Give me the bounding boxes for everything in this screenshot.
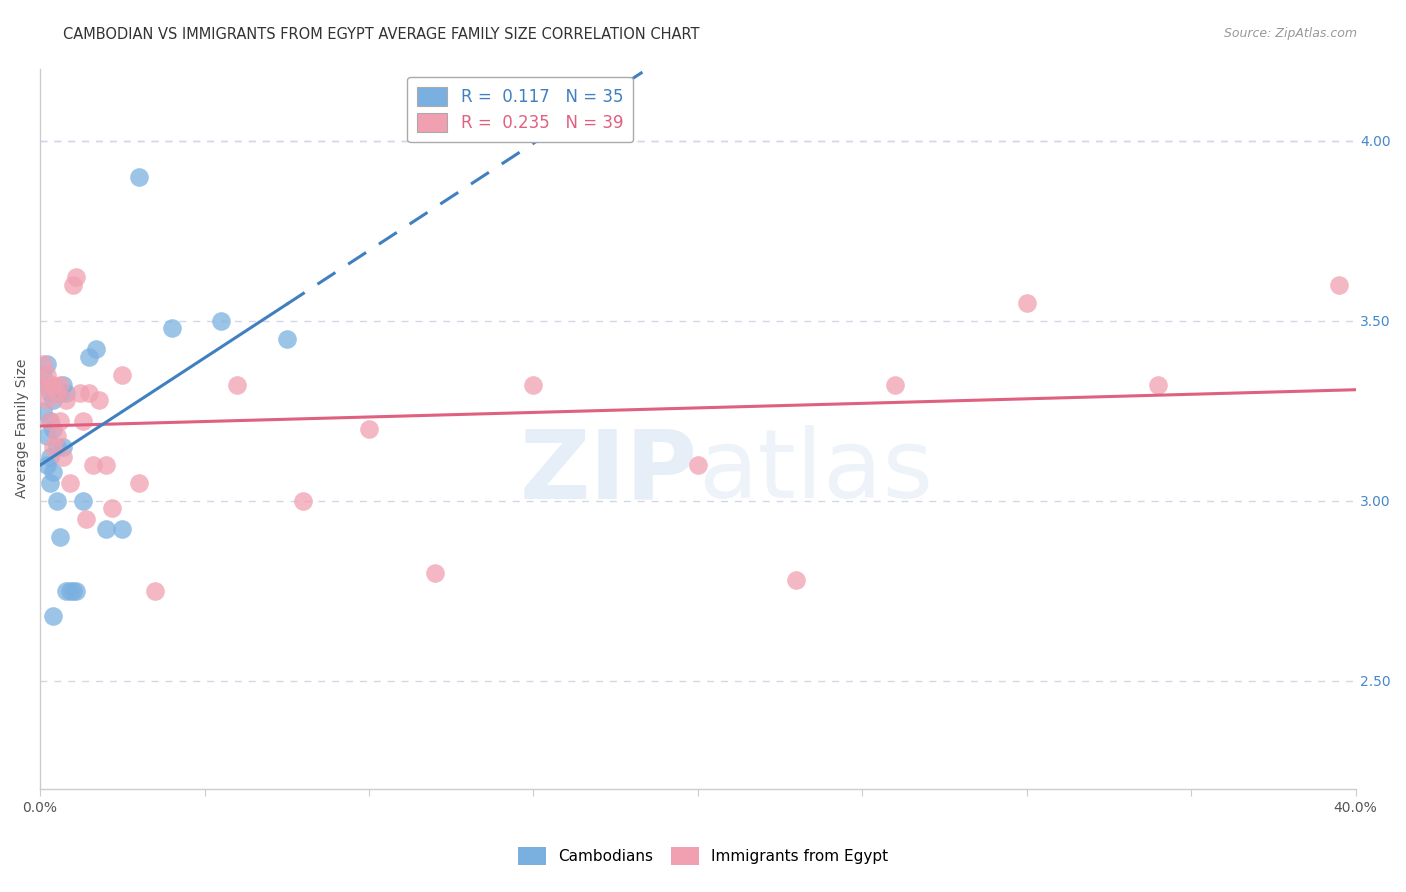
Point xyxy=(35,458,58,472)
Text: CAMBODIAN VS IMMIGRANTS FROM EGYPT AVERAGE FAMILY SIZE CORRELATION CHART: CAMBODIAN VS IMMIGRANTS FROM EGYPT AVERA… xyxy=(63,27,700,42)
Point xyxy=(35,429,58,443)
Point xyxy=(45,385,67,400)
Point xyxy=(59,583,82,598)
Point xyxy=(42,378,65,392)
Point xyxy=(32,357,55,371)
Point xyxy=(89,392,111,407)
Point xyxy=(45,385,67,400)
Point xyxy=(79,350,101,364)
Point xyxy=(39,475,62,490)
Point xyxy=(42,392,65,407)
Point xyxy=(62,277,84,292)
Point xyxy=(52,378,75,392)
Point xyxy=(72,414,94,428)
Point xyxy=(42,465,65,479)
Text: atlas: atlas xyxy=(697,425,934,518)
Point xyxy=(49,378,72,392)
Point xyxy=(32,403,55,417)
Point xyxy=(55,385,77,400)
Point xyxy=(55,583,77,598)
Y-axis label: Average Family Size: Average Family Size xyxy=(15,359,30,499)
Point xyxy=(143,583,166,598)
Point xyxy=(52,450,75,465)
Point xyxy=(39,414,62,428)
Point xyxy=(35,392,58,407)
Point xyxy=(94,523,117,537)
Point xyxy=(35,368,58,382)
Legend: Cambodians, Immigrants from Egypt: Cambodians, Immigrants from Egypt xyxy=(512,841,894,871)
Point xyxy=(72,493,94,508)
Point xyxy=(209,313,232,327)
Point xyxy=(1147,378,1170,392)
Point xyxy=(65,270,87,285)
Point xyxy=(75,511,97,525)
Point xyxy=(82,458,104,472)
Point xyxy=(39,385,62,400)
Point xyxy=(785,573,807,587)
Point xyxy=(62,583,84,598)
Legend: R =  0.117   N = 35, R =  0.235   N = 39: R = 0.117 N = 35, R = 0.235 N = 39 xyxy=(408,77,633,142)
Point xyxy=(69,385,91,400)
Point xyxy=(884,378,907,392)
Point xyxy=(160,320,183,334)
Point xyxy=(42,422,65,436)
Point xyxy=(39,378,62,392)
Point xyxy=(49,530,72,544)
Point xyxy=(111,523,134,537)
Point xyxy=(522,378,544,392)
Point xyxy=(42,440,65,454)
Point xyxy=(45,440,67,454)
Point xyxy=(101,500,124,515)
Point xyxy=(45,493,67,508)
Point xyxy=(39,414,62,428)
Point xyxy=(128,475,150,490)
Point xyxy=(59,475,82,490)
Point xyxy=(276,332,298,346)
Point xyxy=(423,566,446,580)
Point xyxy=(226,378,249,392)
Point xyxy=(84,343,107,357)
Point xyxy=(1327,277,1350,292)
Point xyxy=(79,385,101,400)
Point xyxy=(35,357,58,371)
Point xyxy=(128,169,150,184)
Text: Source: ZipAtlas.com: Source: ZipAtlas.com xyxy=(1223,27,1357,40)
Point xyxy=(52,440,75,454)
Point xyxy=(686,458,709,472)
Point xyxy=(65,583,87,598)
Point xyxy=(1015,295,1038,310)
Point xyxy=(94,458,117,472)
Point xyxy=(49,385,72,400)
Point xyxy=(32,378,55,392)
Point xyxy=(55,392,77,407)
Text: ZIP: ZIP xyxy=(520,425,697,518)
Point xyxy=(45,429,67,443)
Point xyxy=(111,368,134,382)
Point xyxy=(42,608,65,623)
Point xyxy=(39,450,62,465)
Point xyxy=(357,422,380,436)
Point xyxy=(292,493,315,508)
Point xyxy=(49,414,72,428)
Point xyxy=(35,378,58,392)
Point xyxy=(32,368,55,382)
